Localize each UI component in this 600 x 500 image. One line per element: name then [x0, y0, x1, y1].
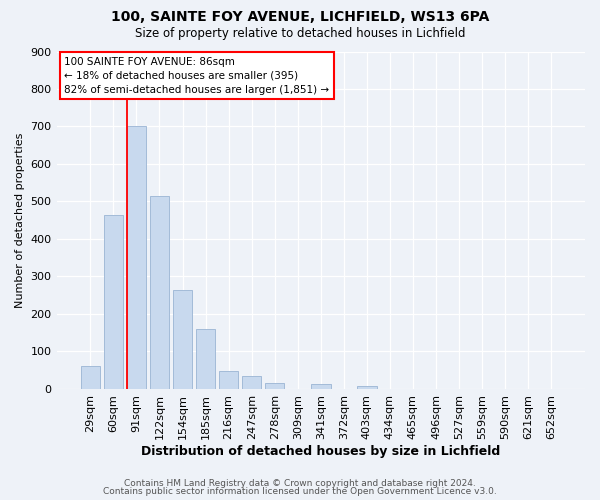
- Bar: [80, 366, 100, 389]
- Bar: [104, 214, 123, 389]
- Bar: [219, 371, 238, 389]
- Bar: [127, 126, 146, 389]
- Bar: [173, 290, 193, 389]
- Text: Contains HM Land Registry data © Crown copyright and database right 2024.: Contains HM Land Registry data © Crown c…: [124, 478, 476, 488]
- Bar: [357, 386, 377, 389]
- Text: 100, SAINTE FOY AVENUE, LICHFIELD, WS13 6PA: 100, SAINTE FOY AVENUE, LICHFIELD, WS13 …: [111, 10, 489, 24]
- Bar: [196, 329, 215, 389]
- Text: Contains public sector information licensed under the Open Government Licence v3: Contains public sector information licen…: [103, 487, 497, 496]
- Text: 100 SAINTE FOY AVENUE: 86sqm
← 18% of detached houses are smaller (395)
82% of s: 100 SAINTE FOY AVENUE: 86sqm ← 18% of de…: [64, 56, 329, 94]
- X-axis label: Distribution of detached houses by size in Lichfield: Distribution of detached houses by size …: [141, 444, 500, 458]
- Bar: [265, 384, 284, 389]
- Y-axis label: Number of detached properties: Number of detached properties: [15, 132, 25, 308]
- Text: Size of property relative to detached houses in Lichfield: Size of property relative to detached ho…: [135, 28, 465, 40]
- Bar: [311, 384, 331, 389]
- Bar: [149, 196, 169, 389]
- Bar: [242, 376, 262, 389]
